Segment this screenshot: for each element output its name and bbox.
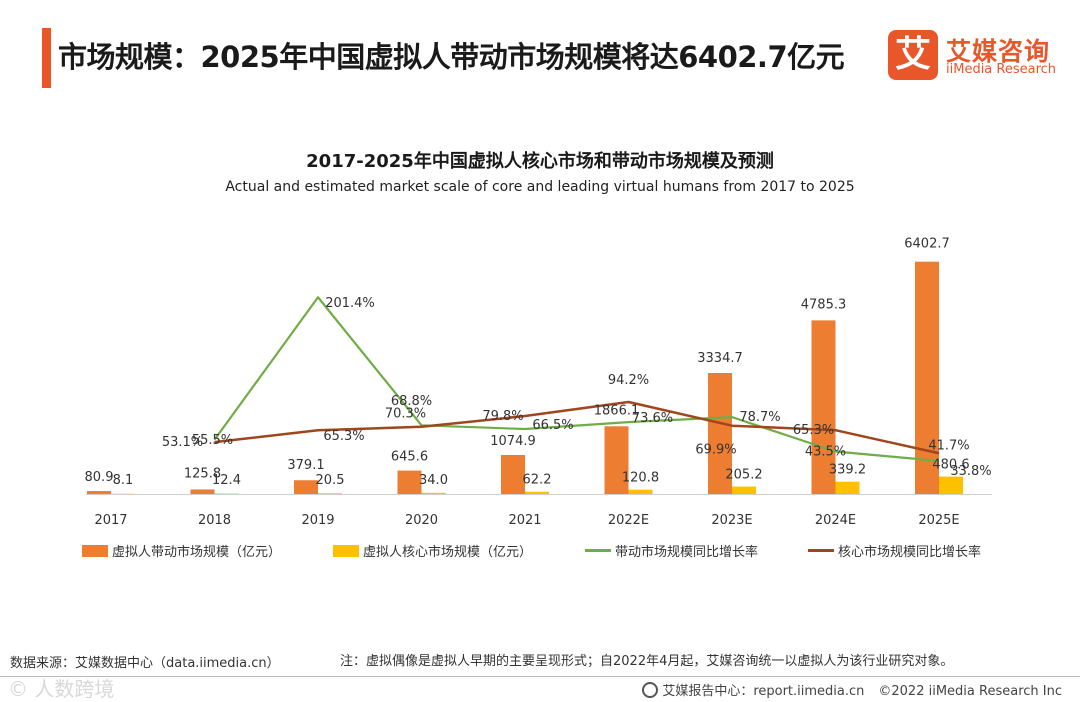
logo-badge-icon: 艾 bbox=[888, 30, 938, 80]
legend-label-core-growth: 核心市场规模同比增长率 bbox=[838, 545, 982, 560]
x-tick-label-2021: 2021 bbox=[508, 513, 541, 528]
legend-label-leading: 虚拟人带动市场规模（亿元） bbox=[112, 545, 282, 560]
bar-core-2025E bbox=[939, 476, 963, 494]
x-tick-label-2017: 2017 bbox=[94, 513, 127, 528]
x-tick-label-2023E: 2023E bbox=[711, 513, 752, 528]
label-leading-2017: 80.9 bbox=[85, 470, 114, 485]
legend-swatch-core bbox=[333, 545, 359, 557]
chart-canvas: 2017 2018 2019 2020 2021 2022E 2023E 2024E 2025E… bbox=[85, 237, 992, 528]
label-core-2024E: 339.2 bbox=[829, 463, 866, 478]
logo-english-name: iiMedia Research bbox=[946, 62, 1057, 77]
bar-leading-2023E bbox=[708, 372, 732, 494]
label-leading-growth-2021: 66.5% bbox=[532, 418, 573, 433]
label-leading-2023E: 3334.7 bbox=[697, 351, 743, 366]
bar-leading-2019 bbox=[294, 480, 318, 494]
title-accent-bar bbox=[42, 28, 51, 88]
bar-leading-2020 bbox=[397, 470, 422, 494]
legend-item-core-growth: 核心市场规模同比增长率 bbox=[808, 541, 981, 560]
page-title: 市场规模：2025年中国虚拟人带动市场规模将达6402.7亿元 bbox=[58, 40, 845, 74]
label-leading-growth-2025E: 33.8% bbox=[950, 464, 991, 479]
globe-icon bbox=[642, 682, 659, 698]
bar-leading-2018 bbox=[190, 489, 215, 494]
legend-label-leading-growth: 带动市场规模同比增长率 bbox=[615, 545, 759, 560]
bar-core-2020 bbox=[421, 492, 446, 494]
label-leading-2022E: 1866.1 bbox=[594, 403, 640, 418]
label-core-2017: 8.1 bbox=[113, 473, 134, 488]
chart-title: 2017-2025年中国虚拟人核心市场和带动市场规模及预测 bbox=[306, 151, 774, 172]
label-leading-2024E: 4785.3 bbox=[801, 297, 847, 312]
legend-item-leading-market: 虚拟人带动市场规模（亿元） bbox=[82, 541, 281, 560]
label-core-2022E: 120.8 bbox=[622, 471, 659, 486]
footer-divider bbox=[0, 676, 1080, 677]
bar-core-2023E bbox=[732, 486, 756, 494]
line-leading-growth bbox=[213, 296, 940, 463]
label-leading-2020: 645.6 bbox=[391, 450, 428, 465]
label-core-growth-2021: 79.8% bbox=[482, 409, 523, 424]
label-leading-2019: 379.1 bbox=[287, 458, 324, 473]
bar-leading-2017 bbox=[87, 491, 111, 494]
label-core-growth-2024E: 65.3% bbox=[793, 423, 834, 438]
bar-core-2022E bbox=[628, 489, 653, 494]
logo-chinese-name: 艾媒咨询 bbox=[946, 37, 1051, 66]
legend-label-core: 虚拟人核心市场规模（亿元） bbox=[363, 545, 533, 560]
label-core-growth-2025E: 41.7% bbox=[928, 438, 969, 453]
x-tick-label-2019: 2019 bbox=[301, 513, 334, 528]
label-core-2023E: 205.2 bbox=[725, 468, 762, 483]
footer-report-link[interactable]: 艾媒报告中心：report.iimedia.cn bbox=[662, 684, 865, 699]
label-leading-growth-2024E: 43.5% bbox=[805, 445, 846, 460]
label-core-2025E: 480.6 bbox=[932, 458, 969, 473]
label-core-growth-2019: 65.3% bbox=[323, 429, 364, 444]
legend-line-core-growth bbox=[808, 549, 834, 552]
bar-leading-2022E bbox=[604, 426, 629, 494]
label-core-growth-2020: 68.8% bbox=[391, 394, 432, 409]
label-core-2021: 62.2 bbox=[523, 473, 552, 488]
x-tick-label-2020: 2020 bbox=[405, 513, 438, 528]
legend-item-core-market: 虚拟人核心市场规模（亿元） bbox=[333, 541, 532, 560]
data-source: 数据来源：艾媒数据中心（data.iimedia.cn） bbox=[10, 656, 280, 671]
label-core-growth-2018: 53.1% bbox=[162, 435, 203, 450]
bar-leading-2021 bbox=[501, 454, 525, 494]
label-leading-2021: 1074.9 bbox=[490, 434, 536, 449]
bar-leading-2025E bbox=[915, 261, 939, 494]
bar-core-2021 bbox=[525, 491, 549, 494]
x-tick-label-2018: 2018 bbox=[198, 513, 231, 528]
footer-copyright: ©2022 iiMedia Research Inc bbox=[878, 684, 1062, 699]
footer: 艾媒报告中心：report.iimedia.cn ©2022 iiMedia Re… bbox=[642, 680, 1062, 699]
label-core-growth-2023E: 69.9% bbox=[695, 443, 736, 458]
bar-core-2019 bbox=[318, 493, 342, 494]
footnote: 注：虚拟偶像是虚拟人早期的主要呈现形式；自2022年4月起，艾媒咨询统一以虚拟人… bbox=[340, 654, 954, 669]
label-core-growth-2022E: 94.2% bbox=[608, 373, 649, 388]
watermark: © 人数跨境 bbox=[8, 677, 115, 701]
x-tick-label-2025E: 2025E bbox=[918, 513, 959, 528]
label-leading-growth-2019: 201.4% bbox=[325, 296, 375, 311]
x-tick-label-2022E: 2022E bbox=[608, 513, 649, 528]
legend-swatch-leading bbox=[82, 545, 108, 557]
line-core-growth bbox=[214, 400, 940, 455]
x-tick-label-2024E: 2024E bbox=[815, 513, 856, 528]
legend-item-leading-growth: 带动市场规模同比增长率 bbox=[585, 541, 758, 560]
iimedia-logo: 艾 艾媒咨询 iiMedia Research bbox=[888, 30, 1068, 84]
label-leading-growth-2018: 55.5% bbox=[192, 433, 233, 448]
label-leading-2018: 125.8 bbox=[184, 466, 221, 481]
label-leading-growth-2022E: 73.6% bbox=[632, 411, 673, 426]
label-leading-growth-2020: 70.3% bbox=[385, 406, 426, 421]
chart-legend: 虚拟人带动市场规模（亿元） 虚拟人核心市场规模（亿元） 带动市场规模同比增长率 … bbox=[0, 541, 1080, 561]
label-core-2020: 34.0 bbox=[419, 473, 448, 488]
chart-subtitle: Actual and estimated market scale of cor… bbox=[225, 179, 855, 195]
legend-line-leading-growth bbox=[585, 549, 611, 552]
label-core-2019: 20.5 bbox=[316, 473, 345, 488]
label-leading-2025E: 6402.7 bbox=[904, 237, 950, 252]
label-core-2018: 12.4 bbox=[212, 473, 241, 488]
label-leading-growth-2023E: 78.7% bbox=[739, 410, 780, 425]
bar-core-2024E bbox=[835, 481, 860, 494]
bar-leading-2024E bbox=[811, 320, 836, 494]
